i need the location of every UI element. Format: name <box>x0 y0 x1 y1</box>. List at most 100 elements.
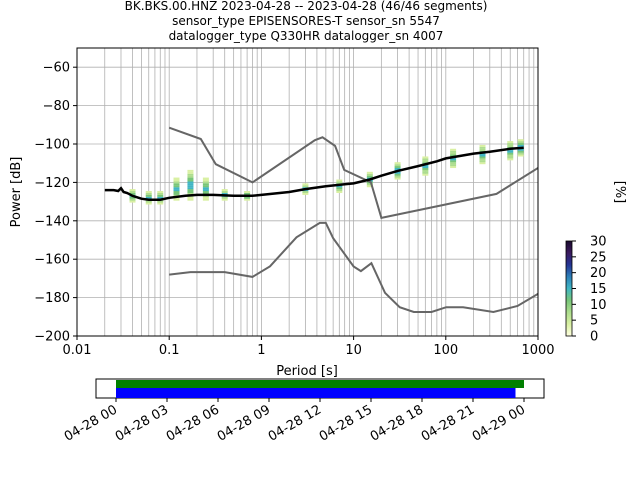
histogram-cell <box>202 196 209 199</box>
histogram-cell <box>202 181 209 184</box>
histogram-cell <box>187 179 194 182</box>
histogram-cell <box>244 192 251 195</box>
histogram-cell <box>202 177 209 180</box>
histogram-cell <box>366 173 373 176</box>
histogram-cell <box>221 192 228 195</box>
histogram-cell <box>450 160 457 163</box>
histogram-cell <box>187 187 194 190</box>
y-tick-label: −60 <box>43 61 70 76</box>
histogram-cell <box>507 154 514 157</box>
histogram-cell <box>422 167 429 170</box>
histogram-cell <box>187 171 194 174</box>
histogram-cell <box>422 169 429 172</box>
histogram-cell <box>450 158 457 161</box>
histogram-cell <box>422 173 429 176</box>
histogram-cell <box>507 152 514 155</box>
histogram-cell <box>244 196 251 199</box>
grid <box>76 48 539 337</box>
histogram-cell <box>507 141 514 144</box>
y-axis-label: Power [dB] <box>9 157 24 228</box>
histogram-cell <box>157 191 164 193</box>
histogram-cell <box>336 181 343 184</box>
y-tick-label: −140 <box>34 214 70 229</box>
histogram-cell <box>507 150 514 153</box>
histogram-cell <box>129 191 136 193</box>
histogram-cell <box>202 185 209 188</box>
histogram-cell <box>202 179 209 182</box>
histogram-cell <box>450 154 457 157</box>
histogram-cell <box>450 152 457 155</box>
histogram-cell <box>173 192 180 195</box>
histogram-cell <box>157 202 164 205</box>
histogram-cell <box>394 162 401 165</box>
coverage-tick-label: 04-28 15 <box>317 402 375 444</box>
histogram-cell <box>517 143 524 145</box>
histogram-cell <box>187 185 194 188</box>
histogram-cell <box>173 185 180 188</box>
histogram-cell <box>517 150 524 153</box>
histogram-cell <box>202 198 209 201</box>
histogram-cell <box>366 183 373 186</box>
histogram-cell <box>244 191 251 193</box>
histogram-cell <box>145 196 152 199</box>
histogram-cell <box>187 198 194 201</box>
histogram-cell <box>302 183 309 186</box>
histogram-cell <box>173 187 180 190</box>
histogram-cell <box>336 187 343 190</box>
colorbar-tick-label: 5 <box>590 314 598 329</box>
colorbar-tick-label: 25 <box>590 250 607 265</box>
ppsd-mode-line <box>104 146 524 201</box>
histogram-cell <box>517 141 524 144</box>
histogram-cell <box>157 196 164 199</box>
noise-models <box>168 126 538 314</box>
coverage-tick-label: 04-29 00 <box>470 402 528 444</box>
colorbar-tick-label: 30 <box>590 235 607 250</box>
histogram-cell <box>422 158 429 161</box>
histogram-cell <box>479 144 486 147</box>
histogram-cell <box>517 152 524 155</box>
histogram-cell <box>173 181 180 184</box>
histogram-cell <box>145 202 152 205</box>
plot-frame <box>76 47 539 337</box>
y-tick-label: −120 <box>34 176 70 191</box>
histogram-cell <box>450 150 457 153</box>
histogram-cell <box>129 196 136 199</box>
coverage-tick-label: 04-28 09 <box>215 402 273 444</box>
histogram-cell <box>187 175 194 178</box>
histogram-cell <box>221 198 228 201</box>
x-tick-label: 1000 <box>521 343 554 358</box>
histogram-cell <box>187 169 194 172</box>
histogram-cell <box>507 156 514 159</box>
colorbar-gradient <box>565 240 573 337</box>
histogram-cell <box>202 191 209 193</box>
histogram-cell <box>173 177 180 180</box>
title-line-2: sensor_type EPISENSORES-T sensor_sn 5547 <box>172 14 440 28</box>
histogram-cell <box>394 171 401 174</box>
histogram-cell <box>129 192 136 195</box>
histogram-cell <box>422 160 429 163</box>
x-axis-label: Period [s] <box>276 364 338 379</box>
histogram-cell <box>187 189 194 192</box>
histogram-cell <box>202 183 209 186</box>
histogram-cell <box>479 146 486 149</box>
histogram-cell <box>145 192 152 195</box>
histogram-cell <box>173 179 180 182</box>
histogram-cell <box>517 144 524 147</box>
histogram-cell <box>187 173 194 176</box>
y-axis-ticks: −60 −80 −100 −120 −140 −160 −180 −200 <box>34 61 77 345</box>
coverage-bar-green <box>116 380 524 388</box>
coverage-tick-label: 04-28 21 <box>419 402 477 444</box>
y-tick-label: −200 <box>34 330 70 345</box>
coverage-bar-blue <box>116 388 516 398</box>
histogram-cell <box>507 158 514 161</box>
histogram-cell <box>187 192 194 195</box>
histogram-cell <box>302 185 309 188</box>
histogram-cell <box>173 191 180 193</box>
histogram-cell <box>479 148 486 151</box>
histogram-cell <box>187 196 194 199</box>
colorbar-tick-label: 20 <box>590 266 607 281</box>
